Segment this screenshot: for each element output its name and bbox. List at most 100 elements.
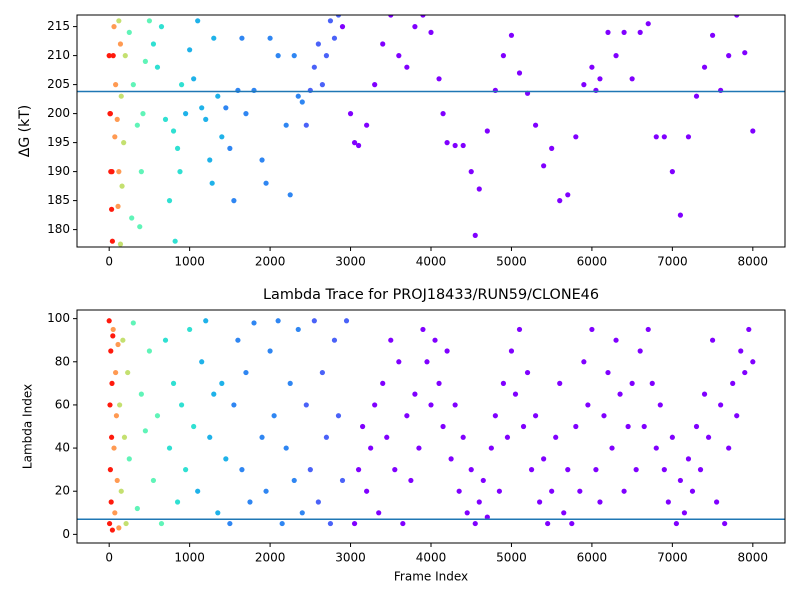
point bbox=[549, 145, 555, 151]
point bbox=[219, 134, 225, 140]
point bbox=[440, 111, 446, 117]
point bbox=[174, 499, 181, 505]
point bbox=[271, 413, 277, 419]
point bbox=[109, 380, 115, 386]
point bbox=[138, 169, 144, 175]
point bbox=[112, 510, 118, 516]
point bbox=[396, 53, 402, 59]
point bbox=[162, 337, 169, 343]
point bbox=[123, 520, 129, 527]
point bbox=[396, 359, 402, 365]
y-tick-label: 40 bbox=[55, 441, 70, 455]
point bbox=[541, 163, 547, 169]
point bbox=[267, 348, 273, 354]
point bbox=[355, 142, 362, 149]
y-axis-label: ΔG (kT) bbox=[17, 105, 33, 157]
point bbox=[428, 402, 434, 408]
x-tick-label: 1000 bbox=[174, 551, 205, 565]
point bbox=[677, 477, 684, 484]
point bbox=[211, 391, 217, 397]
point bbox=[625, 423, 631, 430]
point bbox=[734, 15, 740, 18]
point bbox=[532, 413, 539, 419]
point bbox=[464, 510, 470, 516]
point bbox=[339, 477, 346, 484]
point bbox=[142, 428, 148, 434]
point bbox=[468, 169, 474, 175]
point bbox=[468, 467, 474, 473]
point bbox=[376, 510, 382, 516]
point bbox=[440, 423, 446, 430]
point bbox=[653, 134, 659, 140]
point bbox=[146, 18, 153, 24]
point bbox=[665, 499, 671, 505]
point bbox=[299, 510, 305, 516]
point bbox=[368, 445, 374, 451]
point bbox=[400, 520, 406, 527]
point bbox=[110, 53, 116, 59]
x-tick-label: 6000 bbox=[577, 255, 608, 269]
point bbox=[110, 333, 116, 339]
point bbox=[565, 192, 571, 198]
point bbox=[126, 29, 132, 35]
point bbox=[231, 198, 237, 204]
point bbox=[295, 93, 301, 99]
point bbox=[613, 53, 619, 59]
point bbox=[191, 423, 197, 430]
x-tick-label: 4000 bbox=[416, 551, 447, 565]
point bbox=[118, 93, 124, 99]
x-tick-label: 7000 bbox=[657, 255, 688, 269]
point bbox=[364, 122, 370, 128]
point bbox=[645, 326, 651, 333]
point bbox=[275, 53, 281, 59]
point bbox=[115, 203, 121, 209]
point bbox=[239, 35, 245, 41]
point bbox=[150, 477, 157, 484]
point bbox=[581, 359, 587, 365]
point bbox=[138, 391, 144, 397]
point bbox=[516, 326, 523, 333]
point bbox=[110, 326, 116, 333]
point bbox=[573, 423, 579, 430]
point bbox=[412, 391, 418, 397]
point bbox=[111, 24, 117, 30]
point bbox=[299, 99, 305, 105]
point bbox=[460, 142, 466, 149]
point bbox=[496, 488, 502, 494]
point bbox=[452, 402, 458, 408]
point bbox=[134, 122, 140, 128]
point bbox=[223, 456, 229, 462]
point bbox=[355, 467, 362, 473]
point bbox=[685, 134, 692, 140]
point bbox=[653, 445, 659, 451]
x-tick-label: 3000 bbox=[335, 551, 366, 565]
x-tick-label: 7000 bbox=[657, 551, 688, 565]
point bbox=[111, 445, 117, 451]
y-tick-label: 80 bbox=[55, 354, 70, 368]
point bbox=[158, 24, 165, 30]
point bbox=[303, 122, 309, 128]
point bbox=[360, 423, 366, 430]
point bbox=[125, 369, 131, 376]
point bbox=[637, 29, 643, 35]
x-tick-label: 6000 bbox=[577, 551, 608, 565]
point bbox=[557, 198, 563, 204]
point bbox=[327, 18, 334, 24]
point bbox=[203, 116, 209, 122]
point bbox=[279, 520, 285, 527]
point bbox=[187, 47, 193, 53]
point bbox=[323, 434, 330, 440]
point bbox=[187, 326, 193, 333]
y-axis-label: Lambda Index bbox=[21, 384, 35, 469]
point bbox=[331, 337, 338, 343]
point bbox=[303, 402, 309, 408]
point bbox=[645, 21, 651, 27]
point bbox=[633, 467, 639, 473]
point bbox=[207, 434, 213, 440]
point bbox=[629, 76, 635, 82]
point bbox=[108, 206, 115, 212]
point bbox=[106, 520, 113, 527]
point bbox=[432, 337, 438, 343]
point bbox=[275, 318, 281, 324]
point bbox=[709, 337, 716, 343]
